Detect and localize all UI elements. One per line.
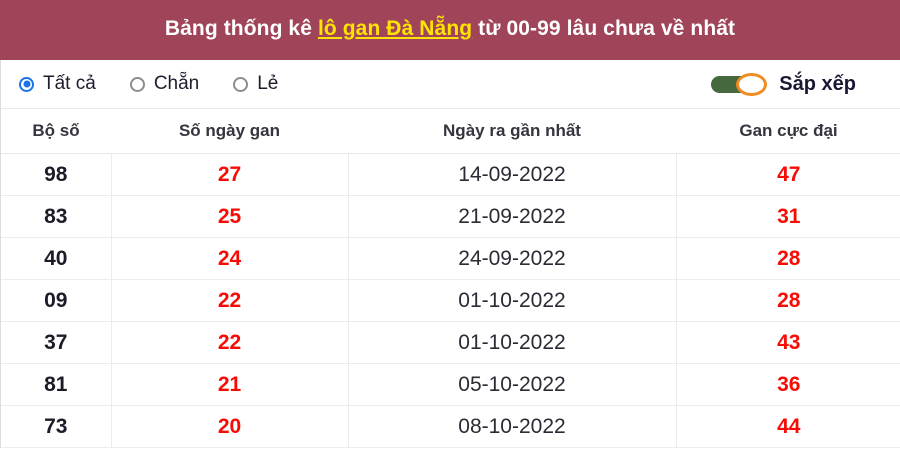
table-header: Bộ số Số ngày gan Ngày ra gần nhất Gan c…: [1, 109, 900, 154]
page-title-suffix: từ 00-99 lâu chưa về nhất: [472, 16, 736, 40]
table-row[interactable]: 40 24 24-09-2022 28: [1, 237, 900, 280]
cell-bo-so: 81: [1, 363, 112, 406]
sort-toggle-switch[interactable]: [711, 73, 768, 96]
sort-label: Sắp xếp: [779, 72, 856, 95]
cell-bo-so: 09: [1, 279, 112, 322]
lo-gan-stats-table: Bộ số Số ngày gan Ngày ra gần nhất Gan c…: [1, 109, 900, 448]
cell-bo-so: 73: [1, 405, 112, 448]
column-header-bo-so[interactable]: Bộ số: [1, 109, 111, 154]
table-row[interactable]: 37 22 01-10-2022 43: [1, 321, 900, 364]
column-header-ngay-ra-gan-nhat[interactable]: Ngày ra gần nhất: [348, 109, 676, 154]
lo-gan-da-nang-link[interactable]: lô gan Đà Nẵng: [317, 16, 473, 40]
cell-bo-so: 98: [1, 153, 112, 196]
filter-option-chan[interactable]: Chẵn: [129, 73, 200, 95]
cell-so-ngay-gan: 20: [111, 405, 349, 448]
radio-unselected-icon[interactable]: [129, 76, 145, 92]
filter-label-le: Lẻ: [257, 73, 279, 94]
cell-so-ngay-gan: 27: [111, 153, 349, 196]
column-header-gan-cuc-dai[interactable]: Gan cực đại: [676, 109, 900, 154]
sort-control[interactable]: Sắp xếp: [711, 73, 886, 96]
cell-ngay-ra-gan-nhat: 08-10-2022: [348, 405, 677, 448]
cell-ngay-ra-gan-nhat: 01-10-2022: [348, 279, 677, 322]
filter-label-tat-ca: Tất cả: [43, 73, 96, 94]
cell-gan-cuc-dai: 47: [676, 153, 900, 196]
cell-bo-so: 83: [1, 195, 112, 238]
table-row[interactable]: 81 21 05-10-2022 36: [1, 363, 900, 406]
cell-so-ngay-gan: 24: [111, 237, 349, 280]
cell-gan-cuc-dai: 28: [676, 237, 900, 280]
page-banner: Bảng thống kê lô gan Đà Nẵng từ 00-99 lâ…: [0, 0, 900, 60]
table-row[interactable]: 83 25 21-09-2022 31: [1, 195, 900, 238]
cell-gan-cuc-dai: 44: [676, 405, 900, 448]
cell-bo-so: 40: [1, 237, 112, 280]
table-row[interactable]: 73 20 08-10-2022 44: [1, 405, 900, 448]
radio-unselected-icon[interactable]: [233, 76, 249, 92]
cell-so-ngay-gan: 22: [111, 279, 349, 322]
cell-gan-cuc-dai: 28: [676, 279, 900, 322]
cell-bo-so: 37: [1, 321, 112, 364]
stats-table-wrapper: Bộ số Số ngày gan Ngày ra gần nhất Gan c…: [0, 109, 900, 448]
table-row[interactable]: 98 27 14-09-2022 47: [1, 153, 900, 196]
table-row[interactable]: 09 22 01-10-2022 28: [1, 279, 900, 322]
cell-so-ngay-gan: 21: [111, 363, 349, 406]
cell-ngay-ra-gan-nhat: 24-09-2022: [348, 237, 677, 280]
cell-ngay-ra-gan-nhat: 21-09-2022: [348, 195, 677, 238]
cell-so-ngay-gan: 25: [111, 195, 349, 238]
cell-gan-cuc-dai: 43: [676, 321, 900, 364]
cell-gan-cuc-dai: 36: [676, 363, 900, 406]
cell-ngay-ra-gan-nhat: 14-09-2022: [348, 153, 677, 196]
table-header-row: Bộ số Số ngày gan Ngày ra gần nhất Gan c…: [1, 109, 900, 154]
page-title: Bảng thống kê lô gan Đà Nẵng từ 00-99 lâ…: [165, 16, 735, 43]
column-header-so-ngay-gan[interactable]: Số ngày gan: [111, 109, 348, 154]
toggle-knob-icon[interactable]: [736, 73, 768, 96]
cell-ngay-ra-gan-nhat: 01-10-2022: [348, 321, 677, 364]
table-body: 98 27 14-09-2022 47 83 25 21-09-2022 31 40 24 24-0…: [1, 153, 900, 448]
page-title-prefix: Bảng thống kê: [164, 16, 318, 40]
controls-bar: Tất cả Chẵn Lẻ Sắp xếp: [0, 60, 900, 109]
cell-gan-cuc-dai: 31: [676, 195, 900, 238]
radio-selected-icon[interactable]: [19, 76, 34, 92]
cell-ngay-ra-gan-nhat: 05-10-2022: [348, 363, 677, 406]
filter-label-chan: Chẵn: [153, 73, 200, 94]
filter-option-le[interactable]: Lẻ: [233, 73, 278, 95]
filter-option-tat-ca[interactable]: Tất cả: [19, 73, 96, 95]
cell-so-ngay-gan: 22: [111, 321, 349, 364]
filter-radio-group: Tất cả Chẵn Lẻ: [19, 73, 278, 95]
